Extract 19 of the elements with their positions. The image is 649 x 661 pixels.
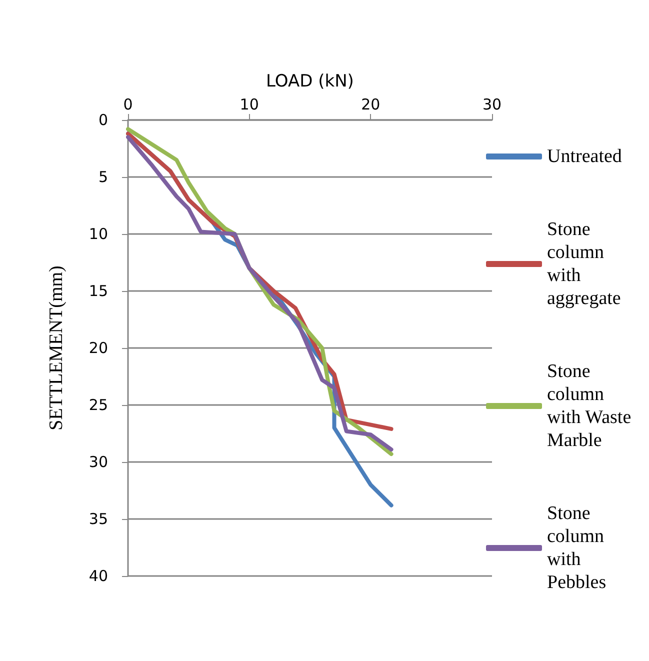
x-tick-label: 10 [240, 96, 259, 114]
x-tick-label: 30 [482, 96, 502, 114]
y-tick-label: 20 [88, 339, 108, 357]
x-axis-title: LOAD (kN) [266, 72, 354, 92]
y-tick-label: 10 [88, 225, 108, 243]
y-axis-title: SETTLEMENT(mm) [46, 266, 67, 430]
x-tick-label: 20 [361, 96, 380, 114]
legend-label: Stone column with Pebbles [547, 503, 609, 593]
legend-label: Stone column with Waste Marble [547, 361, 636, 451]
y-tick-label: 25 [88, 396, 108, 414]
y-tick-label: 15 [88, 282, 108, 300]
y-tick-label: 30 [88, 453, 108, 471]
y-tick-label: 0 [98, 111, 108, 129]
legend-label: Stone column with aggregate [547, 219, 621, 309]
y-tick-label: 35 [88, 510, 108, 528]
legend-label: Untreated [547, 146, 622, 167]
x-tick-label: 0 [123, 96, 133, 114]
y-tick-label: 5 [98, 168, 108, 186]
y-tick-label: 40 [88, 567, 108, 585]
